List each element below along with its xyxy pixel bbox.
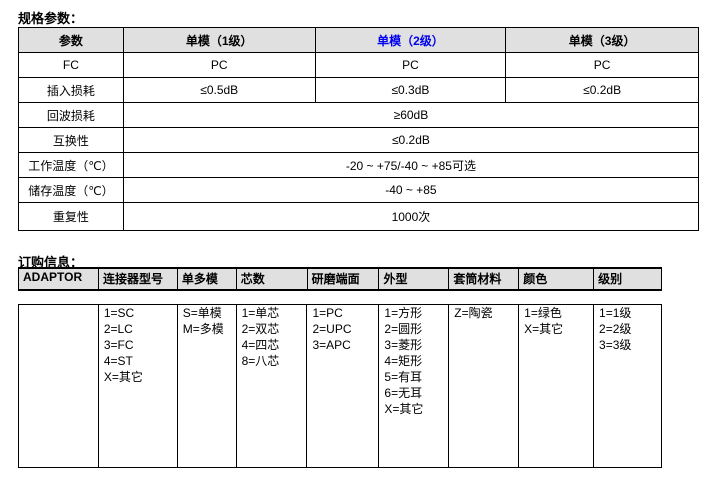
order-option-cell: 1=1级 2=2级 3=3级 (593, 304, 662, 468)
table-row: 工作温度（℃） -20 ~ +75/-40 ~ +85可选 (18, 152, 700, 178)
header-cell: 单模（1级） (122, 27, 316, 53)
order-header-cell: 芯数 (235, 267, 308, 291)
row-label: 回波损耗 (18, 102, 124, 128)
table-row: 储存温度（℃） -40 ~ +85 (18, 177, 700, 203)
table-row: 互换性 ≤0.2dB (18, 127, 700, 153)
table-row: 重复性 1000次 (18, 202, 700, 231)
option-item: 2=2级 (599, 322, 632, 336)
option-item: 6=无耳 (384, 386, 423, 400)
order-options-row: 1=SC 2=LC 3=FC 4=ST X=其它 S=单模 M=多模 1=单芯 2=双芯 4=四芯… (18, 304, 662, 468)
spec-table: 参数 单模（1级） 单模（2级） 单模（3级） FC PC PC PC 插入损耗 ≤0.… (18, 27, 700, 231)
option-item: 1=单芯 (241, 306, 280, 320)
table-row: FC PC PC PC (18, 52, 699, 78)
row-label: 储存温度（℃） (18, 177, 124, 203)
option-item: X=其它 (384, 402, 424, 416)
option-item: 3=APC (312, 338, 351, 352)
option-item: 2=双芯 (241, 322, 280, 336)
order-header-cell: 级别 (593, 267, 662, 291)
option-item: 3=菱形 (384, 338, 423, 352)
option-item: M=多模 (182, 322, 224, 336)
cell: -20 ~ +75/-40 ~ +85可选 (122, 152, 700, 178)
order-option-cell: 1=方形 2=圆形 3=菱形 4=矩形 5=有耳 6=无耳 X=其它 (378, 304, 450, 468)
cell: PC (122, 52, 316, 78)
option-item: 1=PC (312, 306, 343, 320)
order-header-cell: 颜色 (518, 267, 595, 291)
option-item: X=其它 (103, 370, 143, 384)
order-options-table: 1=SC 2=LC 3=FC 4=ST X=其它 S=单模 M=多模 1=单芯 2=双芯 4=四芯… (18, 304, 662, 468)
order-title: 订购信息： (18, 255, 84, 270)
order-header-table: ADAPTOR 连接器型号 单多模 芯数 研磨端面 外型 套筒材料 颜色 级别 (18, 267, 662, 291)
cell: ≤0.3dB (314, 77, 507, 103)
table-row: 回波损耗 ≥60dB (18, 102, 700, 128)
option-item: 8=八芯 (241, 354, 280, 368)
order-header-cell: 连接器型号 (97, 267, 178, 291)
option-item: 3=FC (103, 338, 134, 352)
option-item: 2=圆形 (384, 322, 423, 336)
option-item: 4=四芯 (241, 338, 280, 352)
header-cell: 参数 (18, 27, 124, 53)
order-option-cell: Z=陶瓷 (448, 304, 520, 468)
option-item: X=其它 (524, 322, 564, 336)
cell: 1000次 (122, 202, 700, 231)
cell: PC (505, 52, 699, 78)
option-item: 1=绿色 (524, 306, 562, 320)
row-label: FC (18, 52, 124, 78)
order-option-cell (18, 304, 99, 468)
cell: ≤0.5dB (122, 77, 316, 103)
spec-title: 规格参数： (18, 11, 84, 26)
header-cell: 单模（2级） (314, 27, 507, 53)
option-item: 5=有耳 (384, 370, 423, 384)
order-option-cell: 1=绿色 X=其它 (518, 304, 595, 468)
header-cell: 单模（3级） (505, 27, 699, 53)
order-header-cell: 研磨端面 (306, 267, 380, 291)
option-item: 4=矩形 (384, 354, 423, 368)
table-row: 插入损耗 ≤0.5dB ≤0.3dB ≤0.2dB (18, 77, 699, 103)
row-label: 重复性 (18, 202, 124, 231)
row-label: 工作温度（℃） (18, 152, 124, 178)
order-header-cell: 外型 (378, 267, 450, 291)
option-item: 1=SC (103, 306, 135, 320)
order-header-cell: 单多模 (176, 267, 237, 291)
option-item: 1=方形 (384, 306, 423, 320)
option-item: 2=UPC (312, 322, 352, 336)
cell: PC (314, 52, 507, 78)
order-option-cell: 1=单芯 2=双芯 4=四芯 8=八芯 (235, 304, 308, 468)
option-item: 2=LC (103, 322, 133, 336)
cell: ≥60dB (122, 102, 700, 128)
cell: -40 ~ +85 (122, 177, 700, 203)
cell: ≤0.2dB (122, 127, 700, 153)
option-item: 3=3级 (599, 338, 632, 352)
cell: ≤0.2dB (505, 77, 699, 103)
order-header-row: ADAPTOR 连接器型号 单多模 芯数 研磨端面 外型 套筒材料 颜色 级别 (18, 267, 662, 291)
option-item: Z=陶瓷 (454, 306, 493, 320)
order-header-cell: ADAPTOR (18, 267, 99, 291)
option-item: 1=1级 (599, 306, 632, 320)
option-item: 4=ST (103, 354, 133, 368)
row-label: 互换性 (18, 127, 124, 153)
order-option-cell: S=单模 M=多模 (176, 304, 237, 468)
order-header-cell: 套筒材料 (448, 267, 520, 291)
option-item: S=单模 (182, 306, 222, 320)
order-option-cell: 1=PC 2=UPC 3=APC (306, 304, 380, 468)
spec-header-row: 参数 单模（1级） 单模（2级） 单模（3级） (18, 27, 699, 53)
order-option-cell: 1=SC 2=LC 3=FC 4=ST X=其它 (97, 304, 178, 468)
row-label: 插入损耗 (18, 77, 124, 103)
